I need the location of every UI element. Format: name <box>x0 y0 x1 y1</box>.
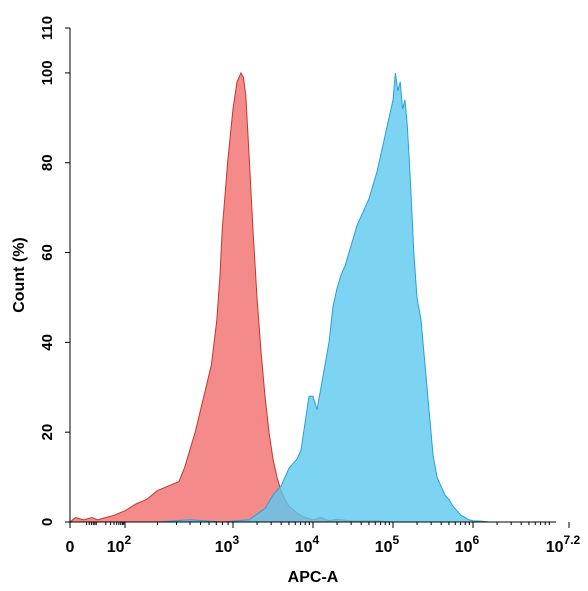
y-tick-label: 0 <box>39 518 56 526</box>
y-tick-label: 20 <box>39 424 56 441</box>
x-tick-label: 104 <box>295 533 320 556</box>
x-tick-label: 103 <box>215 533 240 556</box>
series-areas <box>68 71 490 523</box>
x-axis-title: APC-A <box>288 569 339 586</box>
x-ticks: 0 102 103 104 105 106 107.2 <box>66 522 581 556</box>
y-tick-label: 100 <box>39 60 56 85</box>
x-tick-label: 102 <box>107 533 132 556</box>
y-tick-label: 110 <box>39 16 56 40</box>
x-tick-label: 105 <box>375 533 400 556</box>
y-tick-label: 40 <box>39 334 56 351</box>
x-tick-label: 106 <box>455 533 480 556</box>
y-axis-title: Count (%) <box>11 237 28 313</box>
y-tick-label: 60 <box>39 244 56 261</box>
x-tick-label: 107.2 <box>546 533 581 556</box>
histogram-series-2 <box>157 72 490 523</box>
y-ticks: 0 20 40 60 80 100 110 <box>39 16 70 526</box>
y-tick-label: 80 <box>39 154 56 171</box>
x-tick-label: 0 <box>66 539 75 556</box>
